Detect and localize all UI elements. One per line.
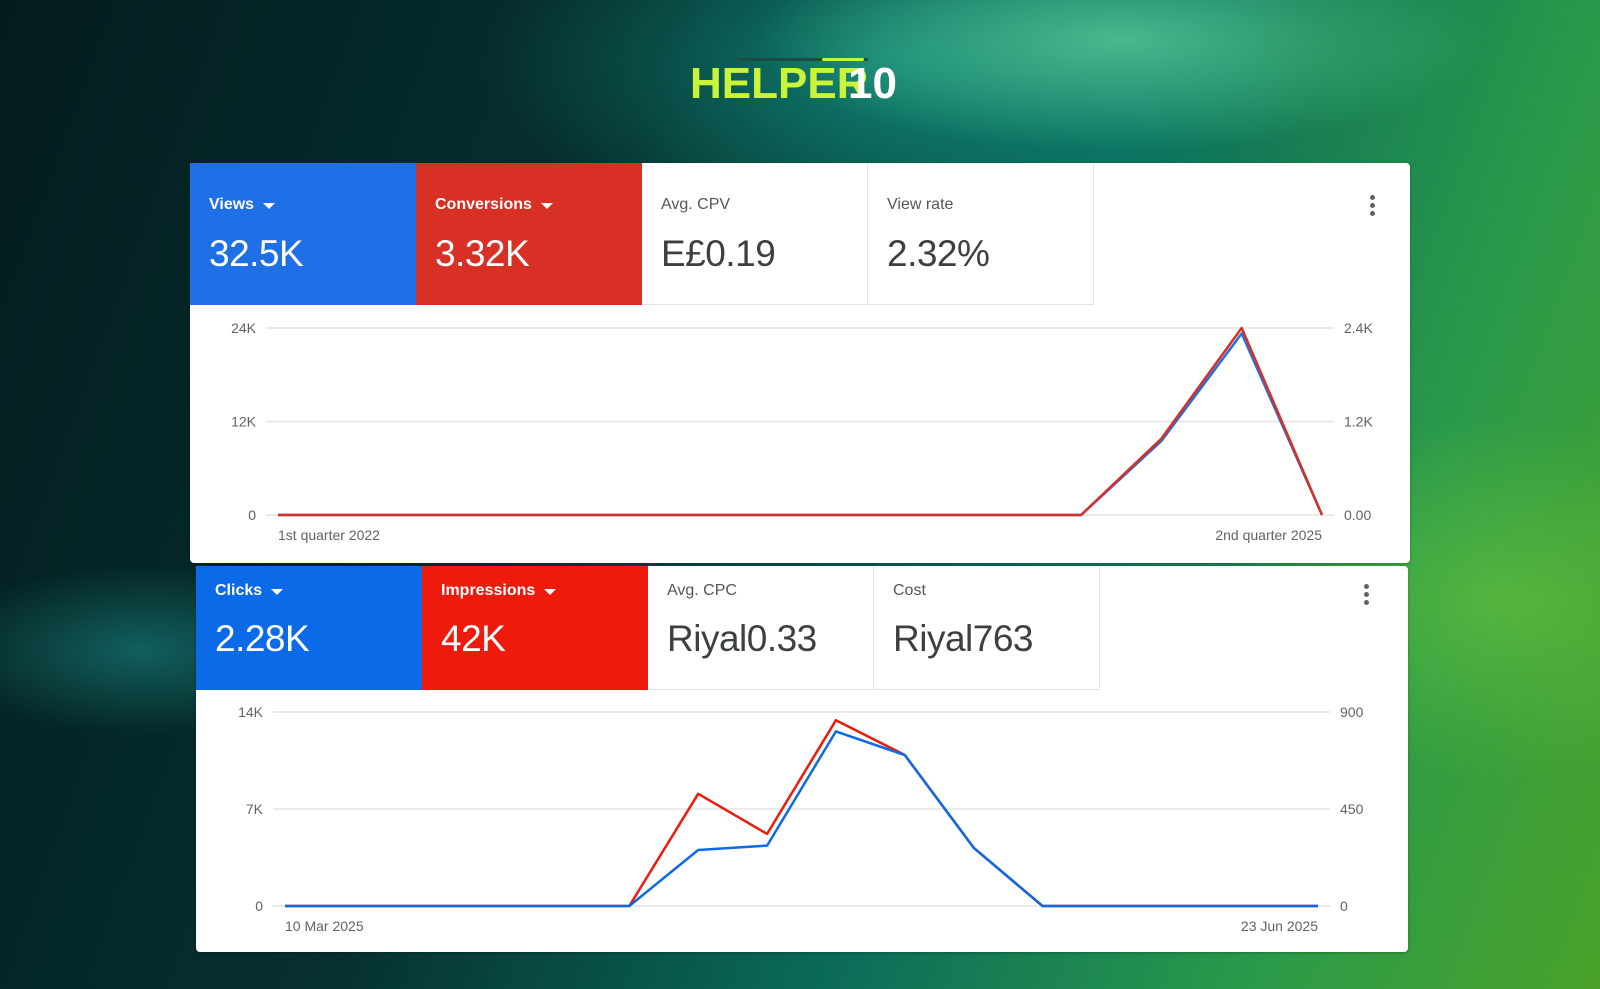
logo-text-helper: HELPER bbox=[690, 59, 868, 108]
clicks-metric-tiles: Clicks 2.28K Impressions 42K Avg. CPC Ri… bbox=[196, 566, 1100, 690]
more-vert-icon[interactable] bbox=[1360, 191, 1384, 221]
conversions-metric-value: 3.32K bbox=[435, 233, 530, 274]
cost-metric-value: Riyal763 bbox=[893, 618, 1033, 659]
conversions-metric-label[interactable]: Conversions bbox=[435, 196, 553, 214]
logo-text-10: 10 bbox=[848, 59, 897, 108]
series-line-views bbox=[278, 332, 1324, 517]
avg-cpc-metric-tile[interactable]: Avg. CPC Riyal0.33 bbox=[648, 566, 874, 690]
chevron-down-icon[interactable] bbox=[544, 589, 557, 595]
views-metric-label[interactable]: Views bbox=[209, 196, 276, 214]
right-axis-tick-label: 2.4K bbox=[1344, 320, 1373, 336]
clicks-metric-value: 2.28K bbox=[215, 618, 310, 659]
views-performance-card: Views 32.5K Conversions 3.32K Avg. CPV E… bbox=[190, 163, 1410, 563]
views-label-text: Views bbox=[209, 196, 255, 213]
view-rate-metric-label: View rate bbox=[887, 196, 954, 213]
right-axis-tick-label: 0.00 bbox=[1344, 507, 1371, 523]
left-axis-tick-label: 0 bbox=[248, 507, 256, 523]
clicks-performance-card: Clicks 2.28K Impressions 42K Avg. CPC Ri… bbox=[196, 566, 1408, 952]
views-metric-tiles: Views 32.5K Conversions 3.32K Avg. CPV E… bbox=[190, 163, 1094, 305]
conversions-metric-tile[interactable]: Conversions 3.32K bbox=[416, 163, 642, 305]
views-metric-value: 32.5K bbox=[209, 233, 304, 274]
left-axis-tick-label: 24K bbox=[231, 320, 257, 336]
cost-metric-tile[interactable]: Cost Riyal763 bbox=[874, 566, 1100, 690]
left-axis-tick-label: 12K bbox=[231, 414, 257, 430]
view-rate-metric-value: 2.32% bbox=[887, 233, 990, 274]
impressions-label-text: Impressions bbox=[441, 582, 536, 599]
avg-cpv-metric-tile[interactable]: Avg. CPV E£0.19 bbox=[642, 163, 868, 305]
clicks-impressions-chart: 0 0 7K 450 14K 900 10 Mar 2025 23 Jun 2025 bbox=[238, 704, 1364, 934]
right-axis-tick-label: 900 bbox=[1340, 704, 1364, 720]
clicks-metric-tile[interactable]: Clicks 2.28K bbox=[196, 566, 422, 690]
left-axis-tick-label: 7K bbox=[246, 801, 264, 817]
x-axis-start-label: 10 Mar 2025 bbox=[285, 918, 364, 934]
impressions-metric-tile[interactable]: Impressions 42K bbox=[422, 566, 648, 690]
avg-cpv-metric-label: Avg. CPV bbox=[661, 196, 731, 213]
clicks-metric-label[interactable]: Clicks bbox=[215, 582, 284, 600]
chevron-down-icon[interactable] bbox=[540, 203, 553, 209]
views-metric-tile[interactable]: Views 32.5K bbox=[190, 163, 416, 305]
cost-metric-label: Cost bbox=[893, 582, 926, 599]
conversions-label-text: Conversions bbox=[435, 196, 532, 213]
x-axis-end-label: 23 Jun 2025 bbox=[1241, 918, 1318, 934]
impressions-metric-label[interactable]: Impressions bbox=[441, 582, 557, 600]
clicks-label-text: Clicks bbox=[215, 582, 263, 599]
series-line-clicks bbox=[285, 730, 1318, 908]
avg-cpc-metric-value: Riyal0.33 bbox=[667, 618, 817, 659]
view-rate-metric-tile[interactable]: View rate 2.32% bbox=[868, 163, 1094, 305]
helper10-logo: HELPER 10 bbox=[690, 58, 910, 128]
x-axis-end-label: 2nd quarter 2025 bbox=[1215, 527, 1322, 543]
chevron-down-icon[interactable] bbox=[271, 589, 284, 595]
right-axis-tick-label: 1.2K bbox=[1344, 414, 1373, 430]
avg-cpc-metric-label: Avg. CPC bbox=[667, 582, 737, 599]
avg-cpv-metric-value: E£0.19 bbox=[661, 233, 776, 274]
more-vert-icon[interactable] bbox=[1354, 580, 1378, 610]
views-conversions-chart: 0 0.00 12K 1.2K 24K 2.4K 1st quarter 2022 2nd q… bbox=[231, 320, 1373, 543]
chevron-down-icon[interactable] bbox=[263, 203, 276, 209]
left-axis-tick-label: 14K bbox=[238, 704, 264, 720]
series-line-conversions bbox=[278, 326, 1324, 517]
right-axis-tick-label: 0 bbox=[1340, 898, 1348, 914]
x-axis-start-label: 1st quarter 2022 bbox=[278, 527, 380, 543]
right-axis-tick-label: 450 bbox=[1340, 801, 1364, 817]
impressions-metric-value: 42K bbox=[441, 618, 506, 659]
left-axis-tick-label: 0 bbox=[255, 898, 263, 914]
series-line-impressions bbox=[285, 719, 1318, 908]
